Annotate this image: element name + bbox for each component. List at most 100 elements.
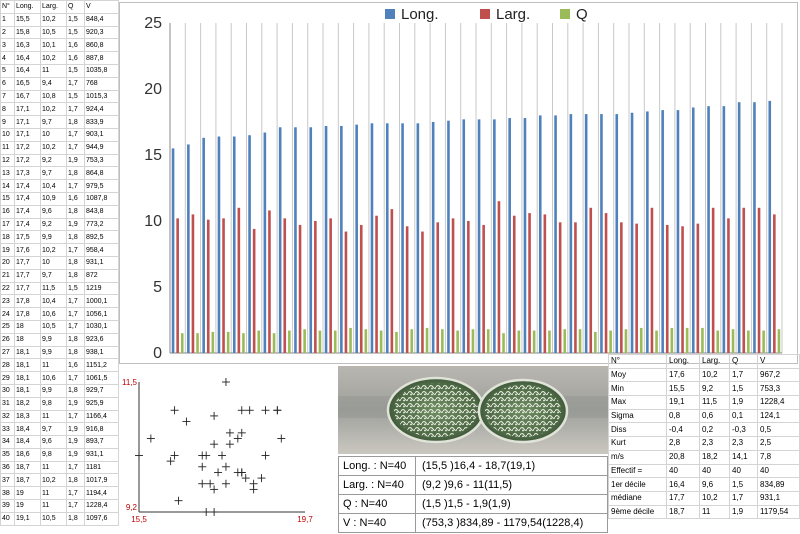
table-cell: 17,1 bbox=[14, 115, 41, 129]
table-cell: 1,9 bbox=[66, 447, 85, 462]
stats-cell: 40 bbox=[729, 463, 758, 479]
bar-long bbox=[707, 106, 710, 353]
table-cell: Q bbox=[66, 0, 85, 14]
table-cell: 24 bbox=[0, 307, 15, 321]
table-cell: 1,9 bbox=[66, 422, 85, 437]
bar-larg bbox=[329, 218, 332, 353]
summary-label: Long. : N=40 bbox=[339, 457, 416, 475]
bar-long bbox=[569, 114, 573, 353]
table-row: 40 19,1 10,5 1,8 1097,6 bbox=[0, 511, 119, 526]
legend-swatch bbox=[480, 9, 490, 19]
stats-row: Sigma 0,8 0,6 0,1 124,1 bbox=[608, 408, 800, 424]
bar-q bbox=[670, 327, 674, 353]
table-cell: 5 bbox=[0, 63, 15, 78]
bar-long bbox=[309, 127, 313, 353]
table-cell: 17,4 bbox=[14, 217, 41, 232]
bar-larg bbox=[497, 201, 501, 353]
table-cell: 10,5 bbox=[40, 319, 67, 334]
table-cell: 38 bbox=[0, 486, 15, 501]
table-cell: 19,1 bbox=[14, 511, 41, 526]
table-cell: 16,4 bbox=[14, 63, 41, 78]
table-cell: 1017,9 bbox=[84, 473, 119, 488]
table-cell: 10,5 bbox=[40, 25, 67, 40]
table-cell: 10,8 bbox=[40, 89, 67, 104]
table-cell: V bbox=[84, 0, 119, 14]
bar-long bbox=[737, 102, 741, 353]
y-tick-label: 10 bbox=[144, 213, 162, 230]
table-row: 28 18,1 11 1,6 1151,2 bbox=[0, 358, 119, 373]
bar-larg bbox=[558, 222, 562, 353]
table-cell: 17,7 bbox=[14, 255, 41, 270]
scatter-point bbox=[210, 485, 219, 494]
scatter-point bbox=[245, 406, 254, 415]
scatter-point bbox=[182, 417, 191, 426]
stats-cell: 17,6 bbox=[666, 367, 700, 383]
bar-larg bbox=[650, 207, 654, 353]
stats-row: Diss -0,4 0,2 -0,3 0,5 bbox=[608, 422, 800, 438]
table-row: 20 17,7 10 1,8 931,1 bbox=[0, 255, 119, 270]
scatter-axis-label: 19,7 bbox=[297, 515, 313, 524]
table-cell: 18,1 bbox=[14, 371, 41, 385]
table-cell: 17,1 bbox=[14, 102, 41, 117]
table-row: 5 16,4 11 1,5 1035,8 bbox=[0, 63, 119, 78]
bar-q bbox=[196, 333, 199, 353]
bar-q bbox=[379, 330, 383, 353]
bar-larg bbox=[191, 214, 195, 353]
stats-cell: 40 bbox=[699, 463, 730, 479]
table-cell: 931,1 bbox=[84, 255, 119, 270]
summary-row: Q : N=40 (1,5 )1,5 - 1,9(1,9) bbox=[338, 495, 608, 514]
scatter-point bbox=[210, 411, 219, 420]
bar-larg bbox=[681, 226, 684, 353]
bar-larg bbox=[620, 222, 623, 353]
table-cell: 7 bbox=[0, 89, 15, 104]
bar-q bbox=[731, 329, 735, 353]
summary-label: Q : N=40 bbox=[339, 495, 416, 513]
bar-q bbox=[517, 330, 521, 353]
table-cell: 1,8 bbox=[66, 332, 85, 347]
table-cell: 924,4 bbox=[84, 102, 119, 117]
stats-cell: 9,2 bbox=[699, 381, 730, 397]
table-row: 23 17,8 10,4 1,7 1000,1 bbox=[0, 294, 119, 309]
table-cell: 19 bbox=[14, 499, 41, 513]
spore-micrograph-image bbox=[338, 366, 608, 454]
table-cell: 10,2 bbox=[40, 473, 67, 488]
summary-label: Larg. : N=40 bbox=[339, 476, 416, 494]
stats-cell: 14,1 bbox=[729, 449, 758, 465]
bar-long bbox=[554, 115, 557, 354]
table-cell: 1,5 bbox=[66, 89, 85, 104]
table-cell: 34 bbox=[0, 435, 15, 449]
stats-cell: 40 bbox=[666, 463, 700, 479]
table-cell: 4 bbox=[0, 51, 15, 65]
stats-cell: 2,8 bbox=[666, 436, 700, 451]
table-row: 29 18,1 10,6 1,7 1061,5 bbox=[0, 371, 119, 385]
table-cell: 18 bbox=[14, 332, 41, 347]
stats-cell: 2,3 bbox=[729, 436, 758, 451]
table-cell: 9,4 bbox=[40, 76, 67, 91]
bar-q bbox=[242, 333, 245, 353]
table-cell: 40 bbox=[0, 511, 15, 526]
bar-larg bbox=[268, 210, 271, 353]
table-cell: 10,6 bbox=[40, 371, 67, 385]
table-cell: 848,4 bbox=[84, 12, 119, 27]
table-cell: 1,8 bbox=[66, 268, 85, 283]
table-cell: 28 bbox=[0, 358, 15, 373]
table-cell: 39 bbox=[0, 499, 15, 513]
stats-cell: Max bbox=[608, 395, 667, 410]
table-row: 34 18,4 9,6 1,9 893,7 bbox=[0, 435, 119, 449]
bar-q bbox=[716, 330, 720, 353]
table-cell: 929,7 bbox=[84, 383, 119, 398]
scatter-axis-label: 9,2 bbox=[126, 503, 138, 512]
table-cell: 1,7 bbox=[66, 243, 85, 257]
table-cell: 16,4 bbox=[14, 51, 41, 65]
bar-long bbox=[447, 120, 450, 354]
table-cell: 14 bbox=[0, 179, 15, 193]
table-cell: 10,4 bbox=[40, 294, 67, 309]
table-cell: 1,8 bbox=[66, 473, 85, 488]
table-cell: 11 bbox=[40, 460, 67, 475]
summary-value: (753,3 )834,89 - 1179,54(1228,4) bbox=[422, 517, 584, 529]
table-cell: 17,4 bbox=[14, 191, 41, 206]
table-row: 16 17,4 9,6 1,8 843,8 bbox=[0, 204, 119, 219]
bar-q bbox=[548, 330, 551, 353]
table-row: 11 17,2 10,2 1,7 944,9 bbox=[0, 140, 119, 155]
table-cell: 1,7 bbox=[66, 179, 85, 193]
